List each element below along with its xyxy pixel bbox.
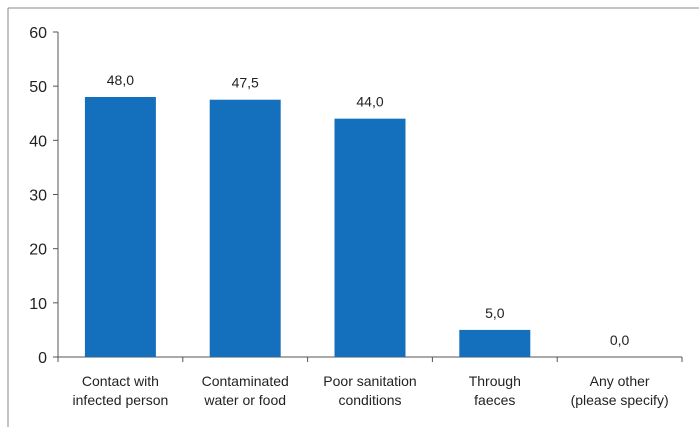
bar	[459, 329, 531, 357]
category-label: Through	[469, 373, 521, 389]
x-axis	[57, 356, 683, 362]
y-tick-label: 40	[29, 133, 47, 150]
bar	[209, 99, 281, 357]
category-label: conditions	[338, 392, 401, 408]
bars	[84, 97, 531, 358]
frame-lines	[7, 7, 699, 427]
y-tick-label: 60	[29, 25, 47, 42]
category-label: Contact with	[82, 373, 159, 389]
y-axis: 0 10 20 30 40 50 60	[29, 25, 59, 367]
data-label: 0,0	[610, 332, 630, 348]
category-label: Any other	[590, 373, 650, 389]
bar	[84, 97, 156, 357]
y-tick-label: 50	[29, 79, 47, 96]
category-label: Poor sanitation	[323, 373, 416, 389]
category-label: (please specify)	[571, 392, 669, 408]
y-tick-label: 10	[29, 296, 47, 313]
category-label: faeces	[474, 392, 515, 408]
y-tick-label: 0	[38, 350, 47, 367]
bar	[334, 118, 406, 358]
data-label: 5,0	[485, 305, 505, 321]
data-label: 47,5	[232, 75, 259, 91]
data-label: 44,0	[356, 94, 383, 110]
y-tick-label: 20	[29, 242, 47, 259]
category-label: infected person	[73, 392, 169, 408]
data-label: 48,0	[107, 72, 134, 88]
data-labels: 48,0 47,5 44,0 5,0 0,0	[107, 72, 630, 348]
y-tick-label: 30	[29, 188, 47, 205]
category-label: Contaminated	[202, 373, 289, 389]
category-label: water or food	[203, 392, 286, 408]
category-labels: Contact with infected person Contaminated w…	[73, 373, 669, 408]
